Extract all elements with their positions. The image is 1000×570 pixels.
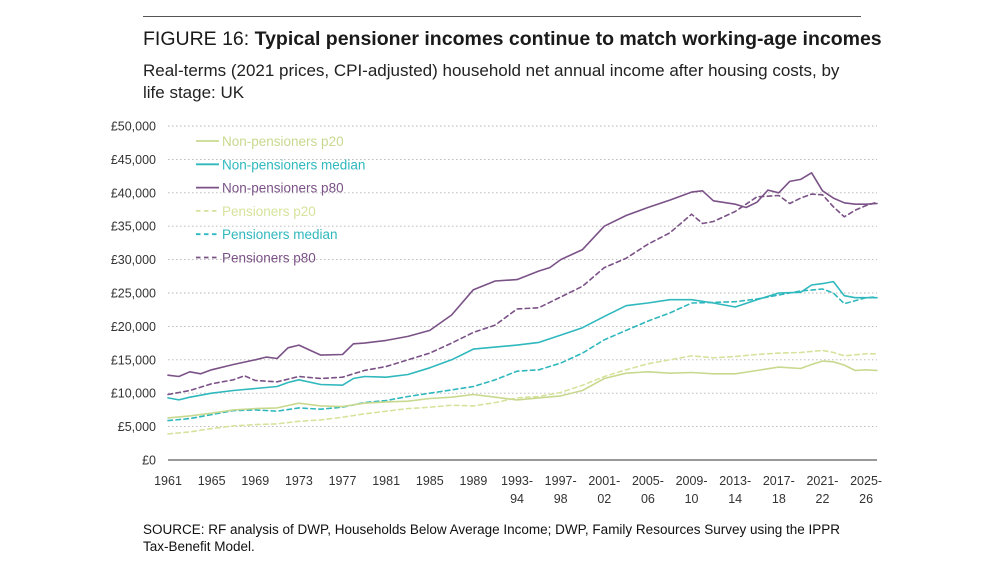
x-tick-label: 2025- (850, 474, 882, 488)
y-tick-label: £40,000 (111, 186, 156, 200)
y-tick-label: £20,000 (111, 320, 156, 334)
y-tick-label: £50,000 (111, 120, 156, 134)
x-tick-label: 1993- (501, 474, 533, 488)
legend-label: Pensioners median (222, 227, 338, 242)
x-tick-label: 1965 (198, 474, 226, 488)
top-rule (143, 16, 861, 17)
x-tick-label: 10 (685, 492, 699, 506)
legend: Non-pensioners p20 Non-pensioners median N… (196, 134, 365, 266)
x-tick-label: 1997- (545, 474, 577, 488)
x-tick-label: 98 (554, 492, 568, 506)
x-tick-label: 1973 (285, 474, 313, 488)
gridlines (168, 125, 877, 461)
x-tick-label: 22 (816, 492, 830, 506)
legend-label: Non-pensioners p80 (222, 181, 344, 196)
x-tick-label: 1961 (154, 474, 182, 488)
series-line-non-pensioners-p80 (167, 172, 878, 378)
y-tick-label: £30,000 (111, 253, 156, 267)
series-line-pensioners-p20 (167, 349, 878, 435)
line-chart: £0 £5,000 £10,000 £15,000 £20,000 £25,000 £30,… (111, 120, 882, 507)
legend-label: Non-pensioners p20 (222, 134, 344, 149)
y-tick-label: £10,000 (111, 387, 156, 401)
x-tick-label: 2001- (588, 474, 620, 488)
legend-label: Pensioners p20 (222, 204, 316, 219)
x-tick-label: 2009- (676, 474, 708, 488)
x-tick-label: 1969 (241, 474, 269, 488)
x-tick-label: 2017- (763, 474, 795, 488)
x-tick-label: 1989 (460, 474, 488, 488)
source-note: SOURCE: RF analysis of DWP, Households B… (143, 522, 841, 554)
y-tick-label: £0 (142, 454, 156, 468)
x-tick-label: 1981 (372, 474, 400, 488)
x-tick-label: 14 (728, 492, 742, 506)
figure-title: FIGURE 16: Typical pensioner incomes con… (143, 26, 903, 52)
x-tick-label: 26 (859, 492, 873, 506)
x-tick-label: 2013- (719, 474, 751, 488)
series-line-non-pensioners-median (167, 280, 878, 401)
x-tick-label: 02 (597, 492, 611, 506)
x-tick-label: 1977 (329, 474, 357, 488)
x-axis: 1961 1965 1969 1973 1977 1981 1985 1989 1993- 94 1… (154, 474, 882, 506)
y-tick-label: £15,000 (111, 353, 156, 367)
figure-subtitle: Real-terms (2021 prices, CPI-adjusted) h… (143, 61, 840, 102)
x-tick-label: 06 (641, 492, 655, 506)
figure-label: FIGURE 16: (143, 28, 250, 50)
x-tick-label: 2005- (632, 474, 664, 488)
x-tick-label: 1985 (416, 474, 444, 488)
y-axis: £0 £5,000 £10,000 £15,000 £20,000 £25,000 £30,… (111, 120, 156, 468)
legend-label: Non-pensioners median (222, 157, 365, 172)
series-line-pensioners-p80 (167, 193, 878, 396)
x-tick-label: 2021- (806, 474, 838, 488)
y-tick-label: £35,000 (111, 220, 156, 234)
x-tick-label: 18 (772, 492, 786, 506)
figure-title-text: Typical pensioner incomes continue to ma… (254, 28, 882, 50)
y-tick-label: £45,000 (111, 153, 156, 167)
y-tick-label: £25,000 (111, 287, 156, 301)
y-tick-label: £5,000 (118, 420, 156, 434)
x-tick-label: 94 (510, 492, 524, 506)
series-line-pensioners-median (167, 288, 878, 422)
series-lines (167, 172, 878, 435)
series-line-non-pensioners-p20 (167, 360, 878, 419)
legend-label: Pensioners p80 (222, 251, 316, 266)
